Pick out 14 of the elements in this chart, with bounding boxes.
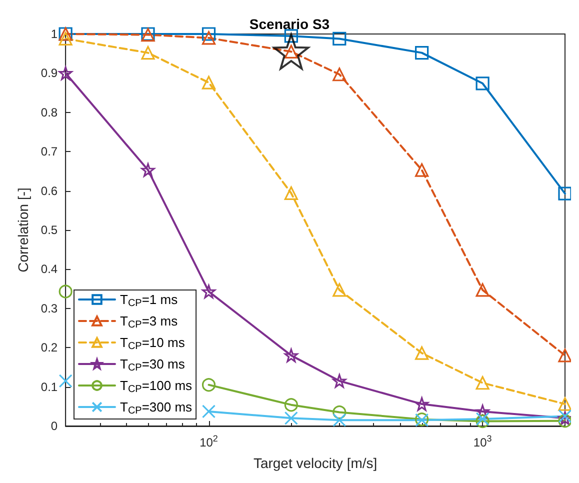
- x-axis-title: Target velocity [m/s]: [253, 455, 378, 471]
- chart-title: Scenario S3: [249, 16, 330, 32]
- y-axis-title: Correlation [-]: [15, 188, 31, 272]
- y-tick-label: 0.6: [40, 184, 58, 198]
- y-tick-label: 0.3: [40, 301, 58, 316]
- y-tick-label: 0.8: [40, 105, 58, 120]
- y-tick-label: 0.9: [40, 66, 58, 80]
- y-tick-label: 0.4: [40, 262, 58, 276]
- y-tick-label: 0: [50, 419, 58, 433]
- y-tick-label: 0.7: [40, 144, 58, 159]
- y-tick-label: 0.2: [40, 340, 58, 355]
- y-tick-label: 0.1: [40, 380, 58, 394]
- y-tick-label: 1: [50, 27, 58, 41]
- y-tick-label: 0.5: [40, 223, 58, 237]
